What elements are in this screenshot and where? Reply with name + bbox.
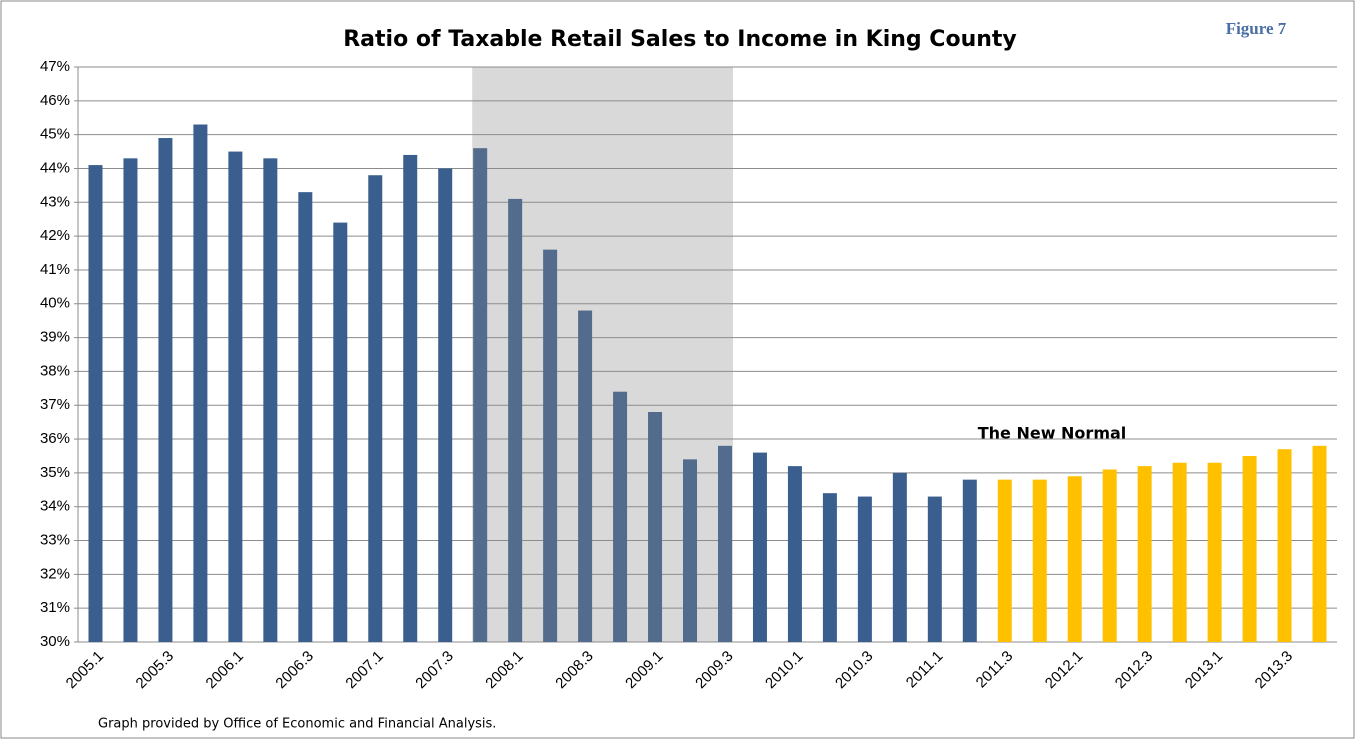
bar (648, 412, 663, 642)
y-tick-label: 36% (40, 430, 70, 447)
y-tick-label: 38% (40, 362, 70, 379)
bar (508, 198, 523, 643)
y-tick-label: 37% (40, 396, 70, 413)
bar (158, 138, 173, 642)
y-tick-label: 39% (40, 329, 70, 346)
bar (822, 493, 837, 642)
annotation: The New Normal (978, 424, 1127, 443)
bar (683, 459, 698, 642)
bar (1207, 462, 1222, 642)
bar (752, 452, 767, 642)
bar (438, 168, 453, 642)
source-note: Graph provided by Office of Economic and… (98, 717, 496, 732)
bar (927, 496, 942, 642)
bar (892, 472, 907, 642)
y-tick-label: 33% (40, 531, 70, 548)
chart-title: Ratio of Taxable Retail Sales to Income … (343, 27, 1017, 52)
bar (333, 222, 348, 642)
bar (88, 165, 103, 642)
bar (1277, 449, 1292, 642)
y-tick-label: 30% (40, 633, 70, 650)
bar (1102, 469, 1117, 642)
bar (578, 310, 593, 642)
y-tick-label: 46% (40, 92, 70, 109)
bar (1067, 476, 1082, 642)
bar (1242, 455, 1257, 642)
y-tick-label: 40% (40, 295, 70, 312)
bar (403, 154, 418, 643)
bar (193, 124, 208, 642)
bar (368, 175, 383, 642)
y-tick-label: 35% (40, 464, 70, 481)
bar (123, 158, 138, 642)
y-tick-label: 31% (40, 599, 70, 616)
bar (997, 479, 1012, 642)
bar (962, 479, 977, 642)
bar (228, 151, 243, 642)
bar (298, 192, 313, 642)
y-tick-label: 42% (40, 227, 70, 244)
y-tick-label: 47% (40, 58, 70, 75)
bar (1137, 466, 1152, 642)
bar (717, 445, 732, 642)
figure-label: Figure 7 (1226, 19, 1287, 38)
bar (473, 148, 488, 643)
bar (857, 496, 872, 642)
bar (787, 466, 802, 642)
bar (1032, 479, 1047, 642)
bar (1172, 462, 1187, 642)
y-tick-label: 44% (40, 159, 70, 176)
y-tick-label: 43% (40, 193, 70, 210)
y-tick-label: 41% (40, 261, 70, 278)
bar (613, 391, 628, 642)
y-tick-label: 45% (40, 126, 70, 143)
bar (1312, 445, 1327, 642)
bar (263, 158, 278, 642)
y-tick-label: 32% (40, 565, 70, 582)
bar (543, 249, 558, 642)
y-tick-label: 34% (40, 498, 70, 515)
